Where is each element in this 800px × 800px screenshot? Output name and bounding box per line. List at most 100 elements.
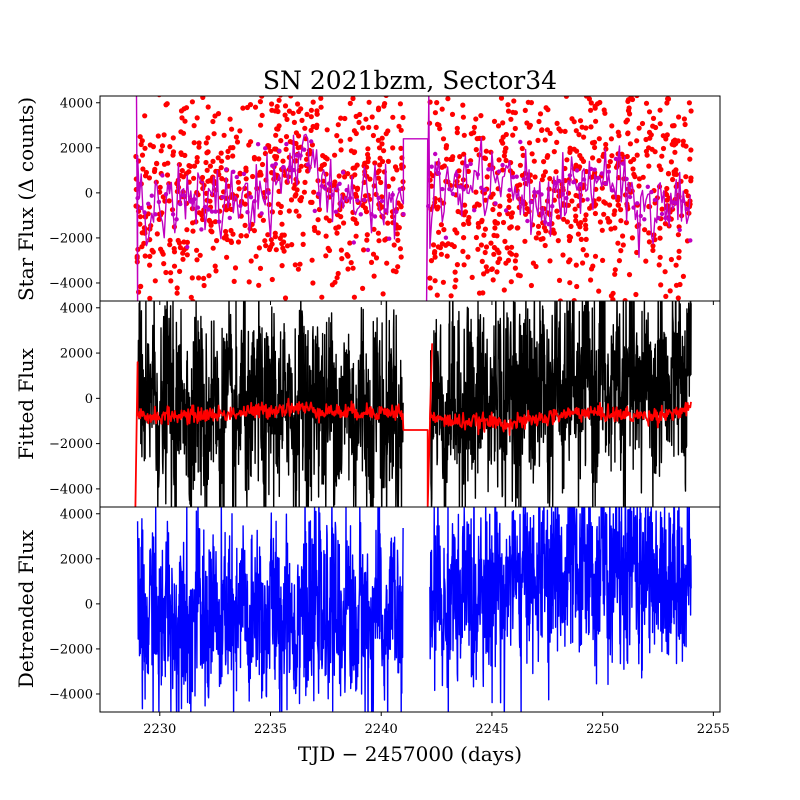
data-point	[500, 219, 507, 226]
binned-point	[450, 191, 456, 197]
data-point	[428, 258, 435, 264]
data-point	[427, 285, 433, 291]
binned-point	[677, 227, 682, 233]
data-point	[448, 293, 454, 299]
data-point	[427, 275, 433, 281]
binned-point	[379, 198, 385, 204]
data-point	[229, 126, 235, 132]
binned-point	[372, 214, 378, 219]
data-point	[142, 113, 148, 119]
data-point	[504, 245, 510, 251]
data-point	[432, 254, 438, 260]
data-point	[561, 216, 567, 222]
data-point	[568, 43, 573, 48]
binned-point	[525, 218, 530, 224]
data-point	[432, 110, 438, 116]
data-point	[588, 277, 594, 283]
binned-point	[302, 147, 307, 152]
data-point	[360, 202, 366, 209]
data-point	[360, 285, 366, 291]
data-point	[495, 259, 501, 265]
data-point	[157, 184, 163, 190]
data-point	[574, 283, 580, 290]
data-point	[314, 122, 320, 128]
data-point	[629, 235, 636, 241]
data-point	[177, 268, 183, 274]
data-point	[397, 101, 403, 107]
data-point	[253, 82, 258, 87]
binned-point	[642, 217, 647, 222]
data-point	[630, 166, 636, 172]
data-point	[288, 197, 295, 203]
y-tick-label: 4000	[60, 507, 93, 522]
data-point	[660, 133, 666, 139]
data-point	[651, 339, 656, 344]
binned-point	[323, 186, 328, 191]
data-point	[642, 227, 648, 233]
data-point	[369, 114, 375, 120]
data-point	[319, 294, 325, 300]
data-point	[475, 246, 481, 252]
data-point	[569, 116, 575, 122]
data-point	[300, 241, 306, 247]
binned-point	[681, 198, 686, 204]
data-point	[581, 134, 587, 140]
data-point	[318, 96, 324, 101]
data-point	[283, 146, 289, 152]
data-point	[553, 169, 559, 175]
data-point	[180, 301, 185, 306]
data-point	[366, 124, 372, 130]
data-point	[491, 118, 498, 124]
data-point	[452, 269, 458, 275]
data-point	[683, 188, 689, 195]
data-point	[227, 116, 233, 122]
binned-point	[387, 236, 392, 241]
data-point	[494, 233, 500, 239]
binned-point	[521, 176, 526, 182]
binned-point	[546, 222, 551, 227]
data-point	[137, 221, 143, 227]
data-point	[626, 272, 633, 278]
data-point	[602, 110, 608, 116]
data-point	[509, 251, 515, 257]
data-point	[481, 232, 487, 238]
data-point	[483, 264, 489, 270]
data-point	[353, 113, 359, 119]
data-point	[664, 100, 670, 106]
data-point	[494, 269, 500, 275]
data-point	[363, 209, 370, 215]
data-point	[578, 236, 584, 242]
data-point	[194, 159, 200, 165]
y-tick-label: −4000	[49, 482, 93, 497]
data-point	[615, 202, 622, 208]
binned-point	[163, 192, 169, 197]
data-point	[176, 240, 182, 246]
data-point	[210, 245, 216, 251]
binned-point	[312, 208, 317, 214]
data-point	[664, 132, 670, 138]
data-point	[256, 156, 262, 162]
data-point	[601, 211, 607, 217]
y-axis-ticks: −4000 −2000 0 2000 4000	[49, 301, 100, 497]
data-point	[293, 130, 299, 136]
data-point	[291, 119, 297, 125]
data-point	[273, 132, 279, 138]
data-point	[529, 151, 535, 157]
data-point	[262, 238, 268, 244]
data-point	[223, 233, 229, 239]
data-point	[397, 246, 403, 252]
data-point	[608, 293, 615, 299]
data-point	[139, 152, 146, 158]
data-point	[368, 304, 373, 309]
y-tick-label: 4000	[60, 301, 93, 316]
data-point	[636, 183, 642, 189]
data-point	[188, 294, 194, 300]
data-point	[597, 99, 603, 106]
data-point	[166, 198, 172, 204]
data-point	[628, 4, 633, 9]
binned-point	[135, 195, 140, 201]
data-point	[288, 28, 293, 33]
data-point	[178, 150, 184, 156]
data-point	[278, 203, 284, 209]
data-point	[484, 174, 490, 180]
